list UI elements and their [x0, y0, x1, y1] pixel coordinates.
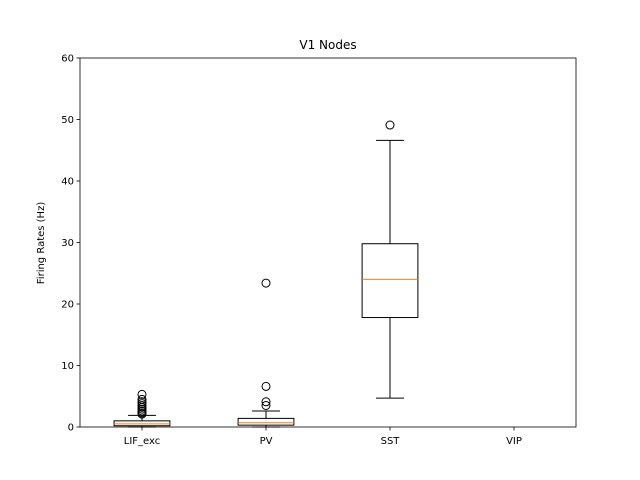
- x-tick-label: PV: [260, 436, 273, 447]
- y-axis-label: Firing Rates (Hz): [36, 202, 47, 285]
- outlier-sst: [385, 120, 395, 130]
- chart-title: V1 Nodes: [299, 38, 356, 52]
- y-tick-label: 20: [61, 300, 74, 311]
- outlier-lif-exc: [137, 394, 147, 404]
- plot-area: 0 10 20 30 40 50 60 LIF_exc PV SST VIP: [61, 54, 577, 447]
- x-tick-label: SST: [381, 436, 401, 447]
- y-tick-label: 60: [61, 54, 74, 65]
- y-tick-label: 30: [61, 238, 74, 249]
- box-pv: [237, 417, 295, 426]
- outlier-pv: [261, 278, 271, 288]
- outlier-pv: [261, 381, 271, 391]
- axes-frame: [79, 57, 577, 428]
- x-tick-label: LIF_exc: [124, 436, 161, 447]
- outlier-lif-exc: [137, 397, 147, 407]
- box-lif-exc: [113, 420, 171, 427]
- box-sst: [361, 243, 419, 319]
- outlier-pv: [261, 400, 271, 410]
- x-tick-label: VIP: [506, 436, 522, 447]
- outlier-pv: [261, 397, 271, 407]
- outlier-lif-exc: [137, 389, 147, 399]
- y-tick-label: 40: [61, 177, 74, 188]
- y-tick-label: 10: [61, 361, 74, 372]
- y-tick-label: 0: [68, 423, 74, 434]
- y-tick-label: 50: [61, 115, 74, 126]
